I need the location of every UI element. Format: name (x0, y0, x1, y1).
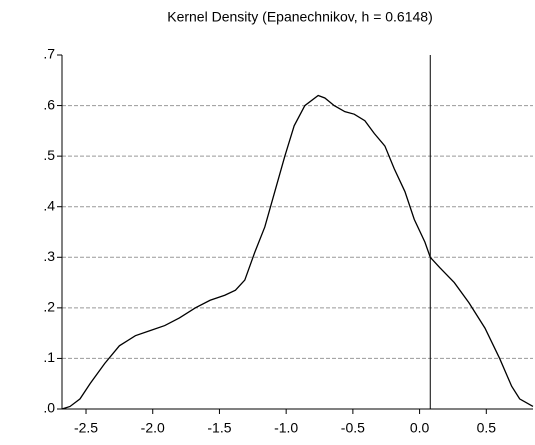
y-tick-label: .5 (43, 147, 55, 163)
x-tick-label: -1.5 (207, 420, 231, 436)
y-tick-label: .0 (43, 400, 55, 416)
density-line (61, 94, 534, 410)
y-tick-label: .4 (43, 197, 55, 213)
x-tick-label: -1.0 (274, 420, 298, 436)
x-tick-label: -0.5 (341, 420, 365, 436)
x-tick-label: 0.5 (477, 420, 497, 436)
x-tick-label: -2.0 (141, 420, 165, 436)
y-tick-label: .7 (43, 46, 55, 62)
x-tick-label: 0.0 (410, 420, 430, 436)
x-tick-label: -2.5 (74, 420, 98, 436)
y-tick-label: .2 (43, 299, 55, 315)
chart-title: Kernel Density (Epanechnikov, h = 0.6148… (167, 9, 433, 25)
y-tick-label: .6 (43, 96, 55, 112)
y-tick-label: .3 (43, 248, 55, 264)
y-tick-label: .1 (43, 349, 55, 365)
